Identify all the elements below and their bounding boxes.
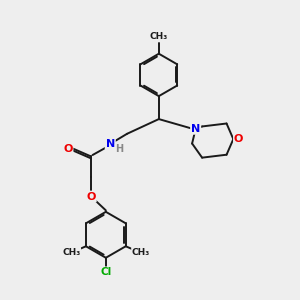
Text: CH₃: CH₃ — [62, 248, 80, 257]
Text: H: H — [116, 144, 124, 154]
Text: O: O — [63, 143, 73, 154]
Text: Cl: Cl — [100, 268, 112, 278]
Text: N: N — [191, 124, 200, 134]
Text: CH₃: CH₃ — [132, 248, 150, 257]
Text: CH₃: CH₃ — [150, 32, 168, 41]
Text: O: O — [234, 134, 243, 144]
Text: O: O — [86, 191, 96, 202]
Text: N: N — [106, 139, 115, 149]
